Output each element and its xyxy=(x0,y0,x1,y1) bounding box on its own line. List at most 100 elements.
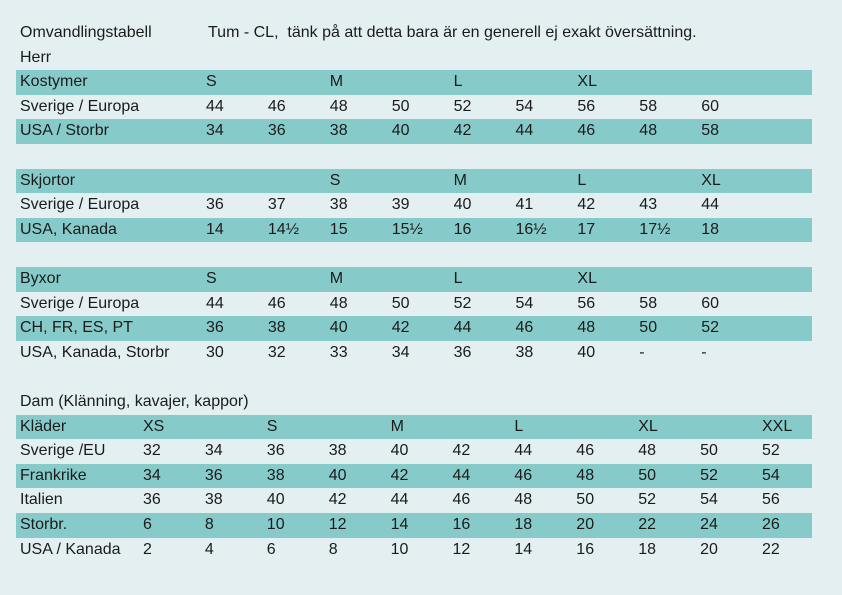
cell: 60 xyxy=(701,294,719,312)
cell: M xyxy=(453,171,467,189)
cell: 38 xyxy=(266,466,285,484)
row-label: Italien xyxy=(20,491,63,509)
cell: 20 xyxy=(700,540,718,558)
cell: 44 xyxy=(452,466,471,484)
cell: - xyxy=(639,343,645,361)
cell: 50 xyxy=(576,491,595,509)
cell: L xyxy=(453,73,463,91)
cell: 44 xyxy=(514,442,533,460)
cell: 46 xyxy=(576,442,595,460)
title: Omvandlingstabell xyxy=(20,24,152,41)
cell: 12 xyxy=(452,540,471,558)
cell: 36 xyxy=(206,196,224,214)
cell: 40 xyxy=(391,122,410,140)
row-band xyxy=(16,168,812,194)
row-label: Sverige / Europa xyxy=(20,294,140,312)
cell: 46 xyxy=(452,491,471,509)
row-label: Skjortor xyxy=(20,171,76,189)
row-band xyxy=(16,513,812,538)
cell: 40 xyxy=(329,319,348,337)
cell: 56 xyxy=(577,294,596,312)
cell: 32 xyxy=(143,442,161,460)
row-band xyxy=(16,119,812,144)
cell: 16½ xyxy=(515,220,547,238)
row-band xyxy=(16,70,812,95)
cell: 36 xyxy=(143,491,161,509)
cell: 46 xyxy=(515,319,534,337)
row-band xyxy=(16,316,812,341)
row-label: USA, Kanada xyxy=(20,220,117,238)
note: Tum - CL, tänk på att detta bara är en g… xyxy=(208,24,697,41)
cell: 17½ xyxy=(639,220,671,238)
cell: 18 xyxy=(638,540,656,558)
cell: 36 xyxy=(267,122,286,140)
section-heading: Dam (Klänning, kavajer, kappor) xyxy=(20,393,249,410)
cell: 50 xyxy=(391,294,410,312)
cell: 38 xyxy=(267,319,286,337)
cell: 44 xyxy=(515,122,534,140)
cell: 18 xyxy=(701,220,719,238)
cell: 40 xyxy=(453,196,472,214)
cell: 6 xyxy=(266,540,276,558)
cell: 54 xyxy=(515,97,534,115)
cell: 38 xyxy=(204,491,223,509)
cell: 56 xyxy=(762,491,780,509)
cell: 40 xyxy=(328,466,347,484)
cell: S xyxy=(206,270,217,287)
cell: 58 xyxy=(639,97,658,115)
cell: XL xyxy=(577,270,597,287)
cell: 8 xyxy=(204,516,214,533)
row-band xyxy=(16,463,812,489)
cell: 38 xyxy=(329,196,348,214)
cell: 58 xyxy=(639,294,658,312)
cell: 46 xyxy=(577,122,596,140)
row-label: USA, Kanada, Storbr xyxy=(20,343,170,361)
cell: 22 xyxy=(638,516,656,533)
cell: 52 xyxy=(762,442,780,460)
cell: 6 xyxy=(143,516,152,533)
cell: 52 xyxy=(701,319,719,337)
cell: 16 xyxy=(452,516,471,533)
cell: 34 xyxy=(206,122,224,140)
cell: 52 xyxy=(700,466,718,484)
cell: 52 xyxy=(453,97,472,115)
row-label: Sverige /EU xyxy=(20,442,106,460)
cell: XL xyxy=(638,417,658,435)
cell: - xyxy=(701,343,707,361)
cell: 54 xyxy=(762,466,780,484)
cell: 46 xyxy=(514,466,533,484)
cell: 41 xyxy=(515,196,534,214)
cell: 18 xyxy=(514,516,533,533)
cell: 36 xyxy=(453,343,472,361)
cell: 37 xyxy=(267,196,286,214)
cell: 16 xyxy=(576,540,595,558)
cell: S xyxy=(206,73,217,91)
cell: 50 xyxy=(700,442,718,460)
cell: 32 xyxy=(267,343,286,361)
cell: 40 xyxy=(577,343,596,361)
cell: L xyxy=(453,270,463,287)
cell: M xyxy=(329,270,344,287)
cell: 50 xyxy=(638,466,656,484)
cell: 22 xyxy=(762,540,780,558)
cell: 8 xyxy=(328,540,338,558)
row-label: USA / Kanada xyxy=(20,540,121,558)
cell: XL xyxy=(701,171,721,189)
cell: 60 xyxy=(701,97,719,115)
cell: L xyxy=(577,171,587,189)
cell: 36 xyxy=(206,319,224,337)
cell: 44 xyxy=(206,294,224,312)
row-band xyxy=(16,414,812,440)
cell: 52 xyxy=(453,294,472,312)
cell: 36 xyxy=(204,466,223,484)
cell: 42 xyxy=(577,196,596,214)
cell: 48 xyxy=(329,294,348,312)
cell: 15½ xyxy=(391,220,423,238)
cell: 42 xyxy=(453,122,472,140)
cell: 58 xyxy=(701,122,719,140)
cell: M xyxy=(329,73,344,91)
row-label: Storbr. xyxy=(20,516,68,533)
cell: L xyxy=(514,417,524,435)
cell: 42 xyxy=(328,491,347,509)
